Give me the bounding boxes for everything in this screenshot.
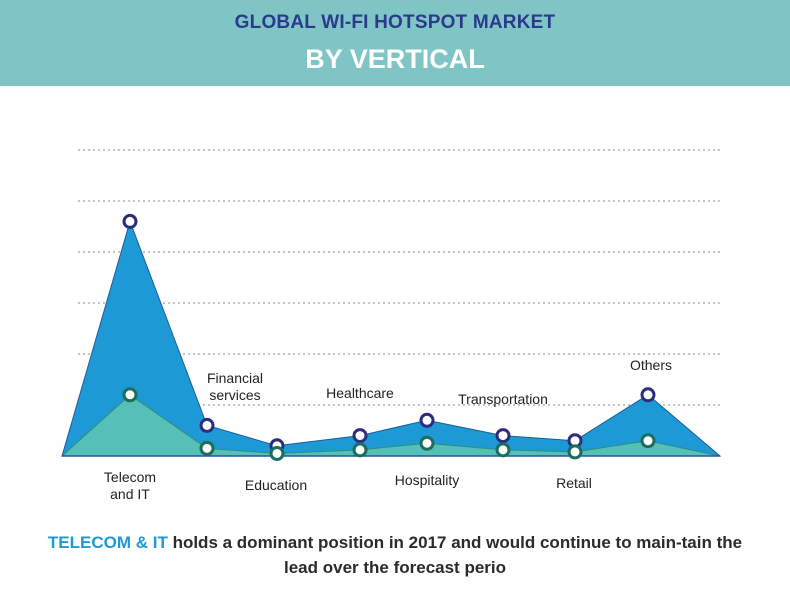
- category-label-line: Healthcare: [326, 385, 394, 401]
- category-label: Education: [245, 477, 307, 493]
- category-label: Retail: [556, 475, 592, 491]
- data-point: [352, 442, 368, 458]
- category-label-line: Hospitality: [395, 472, 460, 488]
- data-point: [419, 412, 435, 428]
- category-labels: Telecom and IT Financial services Education H…: [104, 357, 672, 502]
- category-label-line: Transportation: [458, 391, 548, 407]
- series-areas: [60, 219, 722, 457]
- category-label-line: services: [209, 387, 260, 403]
- data-point: [199, 440, 215, 456]
- data-point: [199, 417, 215, 433]
- chart-subtitle: BY VERTICAL: [305, 44, 485, 74]
- category-label-line: Others: [630, 357, 672, 373]
- category-label: Hospitality: [395, 472, 460, 488]
- data-point: [495, 442, 511, 458]
- category-label: Others: [630, 357, 672, 373]
- area-chart: Telecom and IT Financial services Education H…: [60, 149, 722, 502]
- category-label: Transportation: [458, 391, 548, 407]
- category-label-line: and IT: [110, 486, 150, 502]
- footer-note: TELECOM & IT holds a dominant position i…: [40, 530, 750, 580]
- category-label-line: Education: [245, 477, 307, 493]
- data-point: [640, 387, 656, 403]
- gridlines: [78, 149, 720, 406]
- category-label-line: Retail: [556, 475, 592, 491]
- data-point: [122, 213, 138, 229]
- category-label-line: Financial: [207, 370, 263, 386]
- data-point: [419, 435, 435, 451]
- category-label-line: Telecom: [104, 469, 156, 485]
- data-point: [495, 428, 511, 444]
- data-point: [122, 387, 138, 403]
- header-banner: GLOBAL WI-FI HOTSPOT MARKET BY VERTICAL: [0, 0, 790, 86]
- data-point: [352, 428, 368, 444]
- category-label: Financial services: [207, 370, 263, 403]
- data-point: [269, 445, 285, 461]
- series-markers: [122, 213, 656, 461]
- category-label: Healthcare: [326, 385, 394, 401]
- data-point: [640, 433, 656, 449]
- footer-text: holds a dominant position in 2017 and wo…: [167, 533, 743, 577]
- chart-title: GLOBAL WI-FI HOTSPOT MARKET: [234, 12, 556, 33]
- category-label: Telecom and IT: [104, 469, 156, 502]
- data-point: [567, 444, 583, 460]
- footer-highlight: TELECOM & IT: [47, 533, 168, 552]
